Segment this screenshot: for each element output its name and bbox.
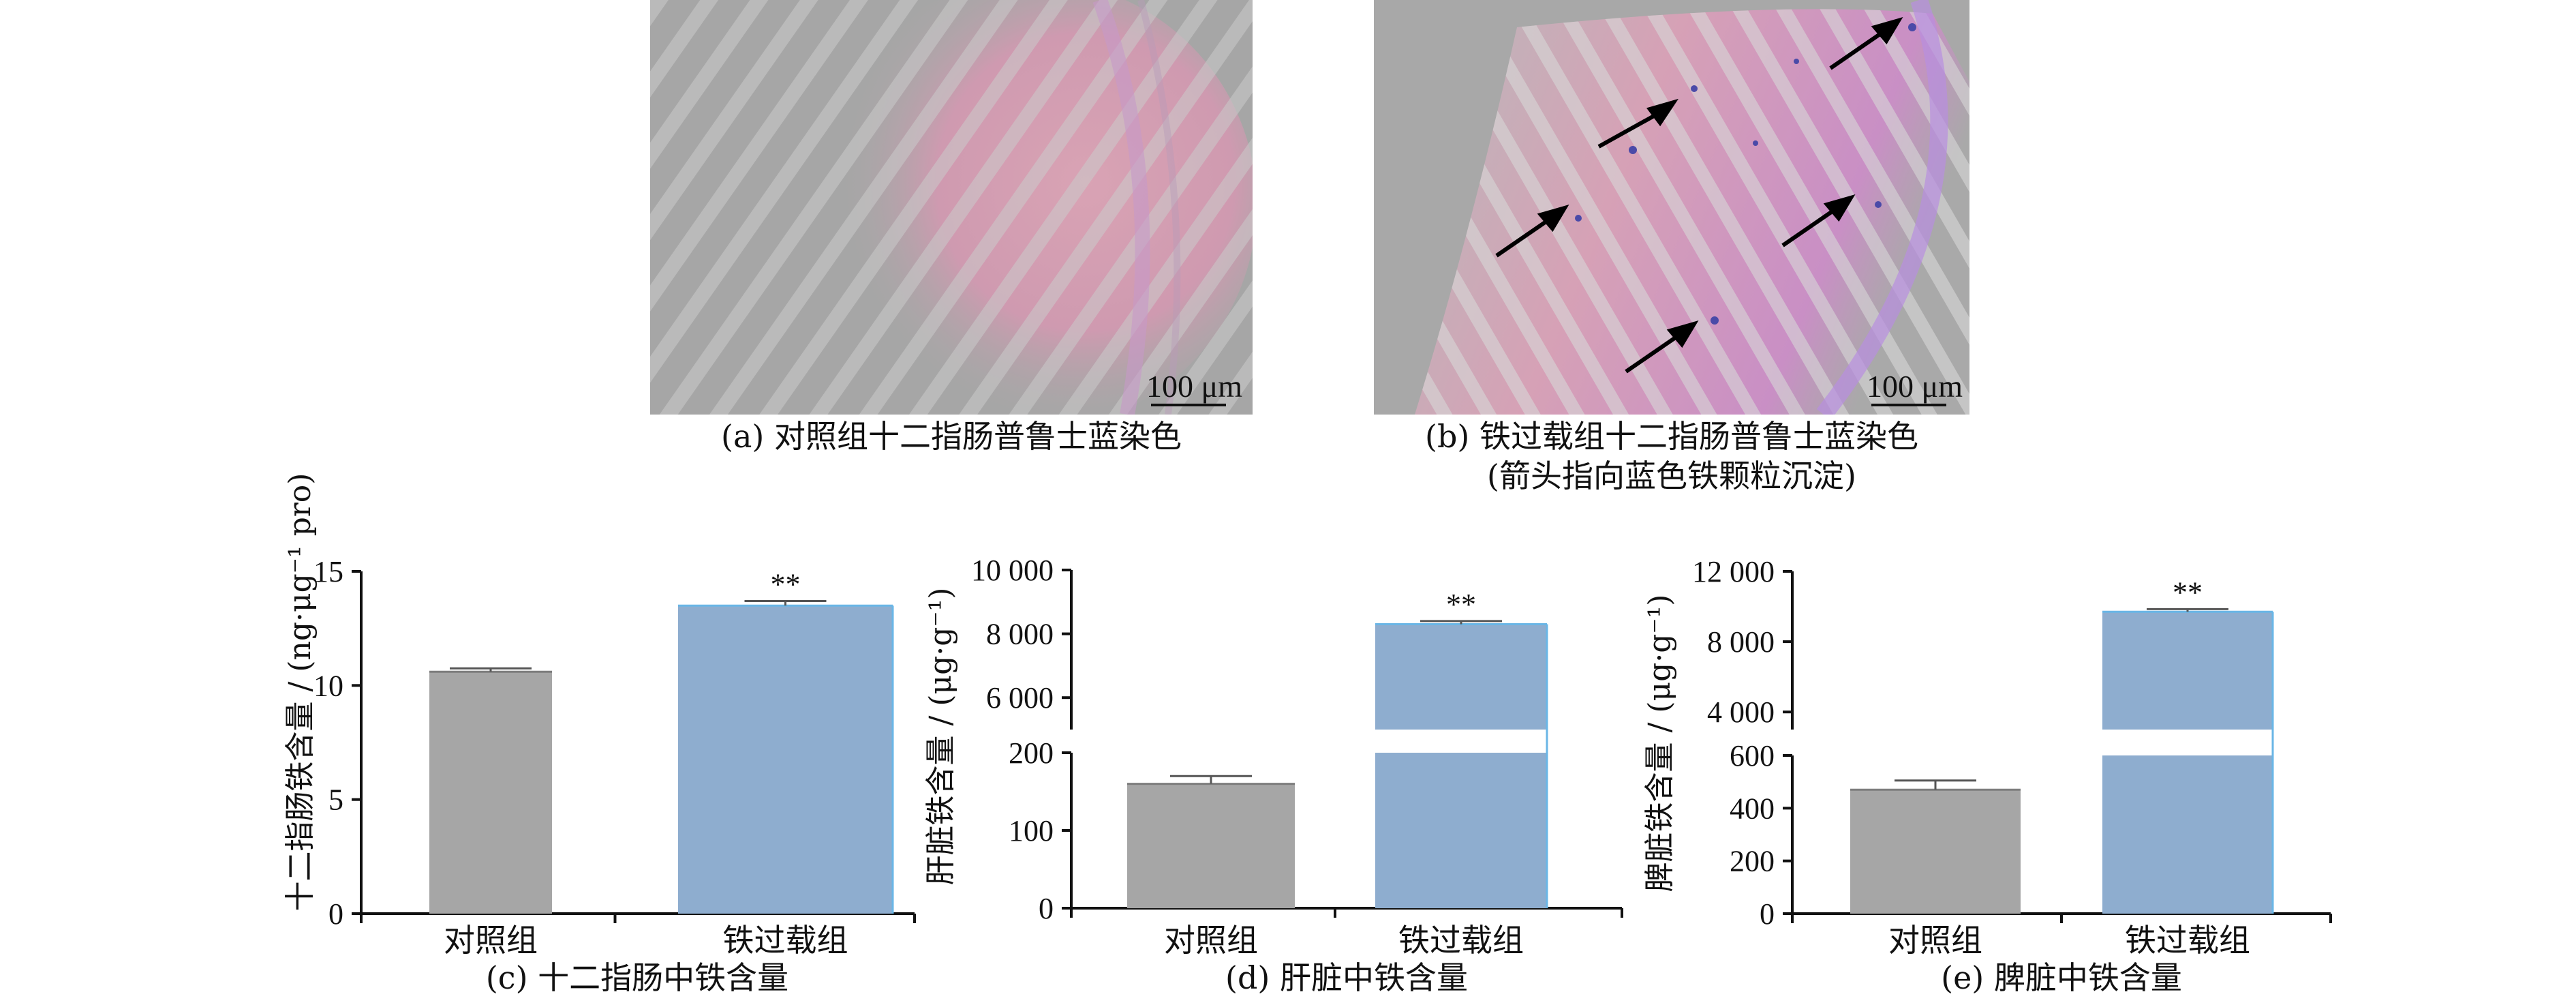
micrograph-control-image xyxy=(650,0,1253,415)
chart-2-category-label: 铁过载组 xyxy=(2125,922,2250,959)
scalebar-label: 100 μm xyxy=(1146,369,1242,404)
chart-0-bar-1 xyxy=(678,605,893,914)
chart-2-y-axis-label: 脾脏铁含量 / (μg·g⁻¹) xyxy=(1642,595,1677,892)
chart-1-y-tick-label: 100 xyxy=(1009,814,1054,847)
chart-1-bar-1-upper xyxy=(1375,624,1547,730)
caption-panel-b-line1: (b) 铁过载组十二指肠普鲁士蓝染色 xyxy=(1425,418,1918,455)
scalebar-control: 100 μm xyxy=(1131,368,1246,409)
chart-2-y-tick-label: 8 000 xyxy=(1707,625,1775,659)
scalebar-overload: 100 μm xyxy=(1851,368,1967,409)
chart-2-y-tick-label: 12 000 xyxy=(1692,555,1775,588)
chart-1-category-label: 对照组 xyxy=(1164,922,1258,959)
chart-2-bar-1-lower xyxy=(2102,755,2273,914)
chart-0-category-label: 对照组 xyxy=(444,922,538,959)
micrograph-control: 100 μm xyxy=(650,0,1253,415)
chart-1-y-tick-label: 10 000 xyxy=(971,554,1054,587)
chart-2-category-label: 对照组 xyxy=(1888,922,1982,959)
chart-1-caption: (d) 肝脏中铁含量 xyxy=(1225,959,1468,996)
chart-0-significance-label: ** xyxy=(771,568,801,601)
chart-1-significance-label: ** xyxy=(1446,588,1476,621)
chart-0-category-label: 铁过载组 xyxy=(723,922,848,959)
chart-1-y-tick-label: 8 000 xyxy=(986,618,1054,651)
chart-2-y-tick-label: 600 xyxy=(1730,739,1775,772)
chart-2-caption: (e) 脾脏中铁含量 xyxy=(1941,959,2182,996)
arrows xyxy=(1495,17,1903,374)
chart-1-y-tick-label: 6 000 xyxy=(986,681,1054,715)
scalebar-line xyxy=(1871,404,1946,406)
chart-0-y-tick-label: 0 xyxy=(328,897,343,931)
chart-2-significance-label: ** xyxy=(2173,575,2203,609)
chart-0-caption: (c) 十二指肠中铁含量 xyxy=(486,959,788,996)
chart-2-bar-1-upper xyxy=(2102,612,2273,730)
chart-1-y-tick-label: 200 xyxy=(1009,736,1054,770)
micrograph-overload-image xyxy=(1374,0,1969,415)
chart-1-bar-0 xyxy=(1127,783,1295,908)
chart-1-y-tick-label: 0 xyxy=(1039,892,1054,925)
chart-0-y-tick-label: 15 xyxy=(313,555,343,588)
chart-2-bar-0 xyxy=(1850,790,2021,914)
chart-1-y-axis-label: 肝脏铁含量 / (μg·g⁻¹) xyxy=(923,588,958,886)
chart-1-bar-1-lower xyxy=(1375,753,1547,908)
chart-2-y-tick-label: 4 000 xyxy=(1707,695,1775,729)
caption-panel-a: (a) 对照组十二指肠普鲁士蓝染色 xyxy=(721,418,1182,455)
chart-0-y-tick-label: 5 xyxy=(328,783,343,817)
scalebar-line xyxy=(1151,404,1226,406)
chart-0-bar-0 xyxy=(429,672,552,914)
chart-2-y-tick-label: 200 xyxy=(1730,845,1775,878)
micrograph-overload: 100 μm xyxy=(1374,0,1969,415)
chart-1-category-label: 铁过载组 xyxy=(1398,922,1524,959)
chart-0-y-axis-label: 十二指肠铁含量 / (ng·μg⁻¹ pro) xyxy=(283,473,318,912)
chart-2-y-tick-label: 400 xyxy=(1730,792,1775,825)
chart-2-y-tick-label: 0 xyxy=(1760,897,1775,931)
chart-0-y-tick-label: 10 xyxy=(313,669,343,702)
scalebar-label: 100 μm xyxy=(1867,369,1963,404)
caption-panel-b-line2: (箭头指向蓝色铁颗粒沉淀) xyxy=(1487,457,1856,494)
